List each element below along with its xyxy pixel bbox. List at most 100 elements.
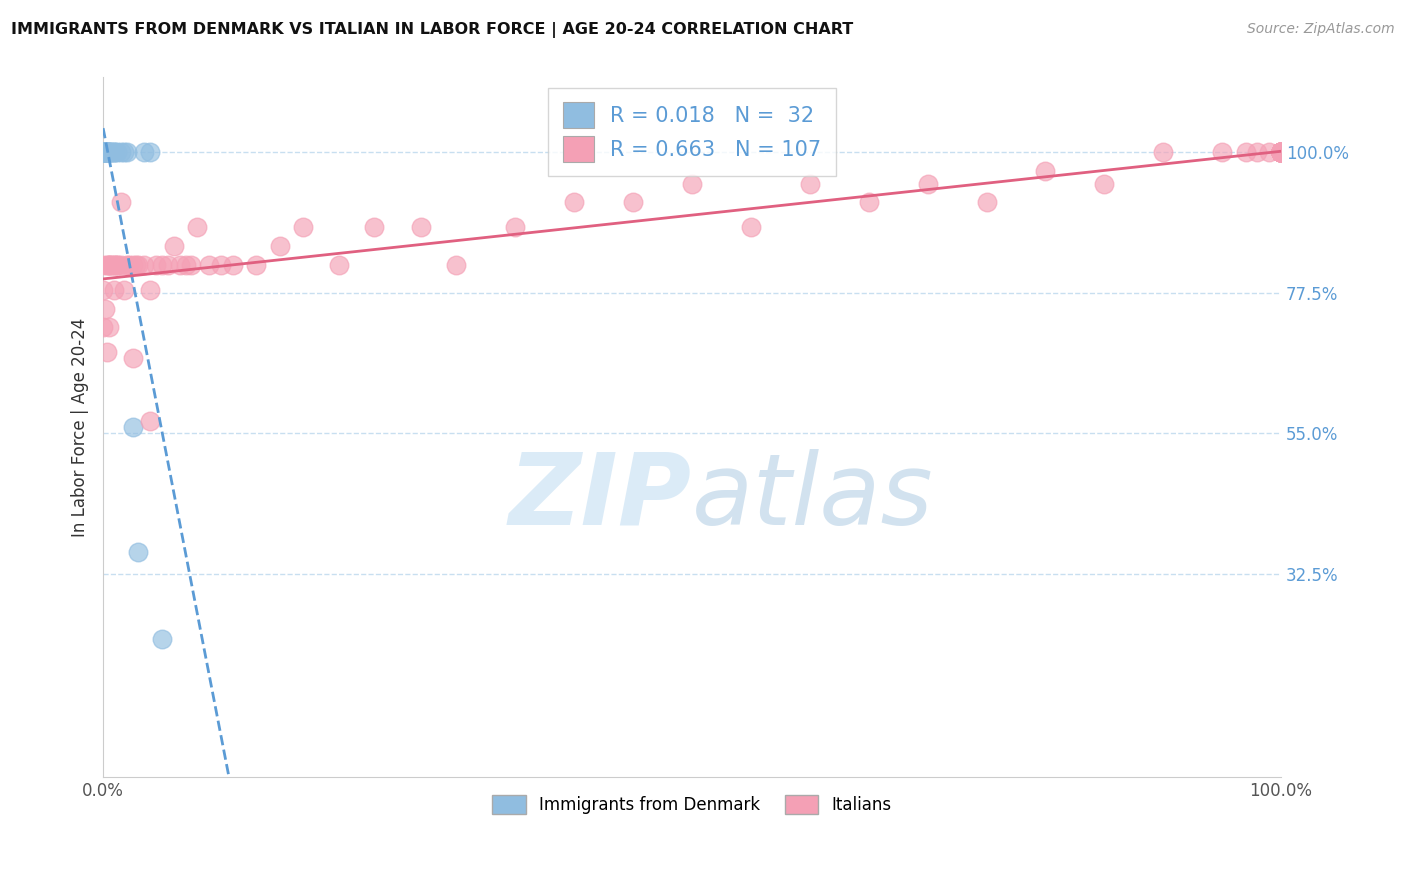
Point: [127, 545, 149, 559]
Point: [93, 145, 115, 160]
Point: [1270, 145, 1292, 160]
Point: [1246, 145, 1268, 160]
Point: [93, 145, 115, 160]
Point: [1270, 145, 1292, 160]
Point: [1270, 145, 1292, 160]
Point: [1270, 145, 1292, 160]
Point: [740, 220, 762, 235]
Point: [91, 320, 114, 334]
Point: [118, 258, 141, 272]
Point: [1270, 145, 1292, 160]
Point: [150, 632, 173, 647]
Point: [91, 145, 114, 160]
Point: [110, 258, 132, 272]
Point: [1270, 145, 1292, 160]
Point: [1270, 145, 1292, 160]
Point: [98, 320, 121, 334]
Point: [1270, 145, 1292, 160]
Point: [93, 145, 115, 160]
Point: [98, 258, 121, 272]
Point: [91, 145, 114, 160]
Point: [245, 258, 267, 272]
Point: [1270, 145, 1292, 160]
Point: [97, 145, 120, 160]
Point: [91, 145, 114, 160]
Point: [96, 345, 118, 359]
Y-axis label: In Labor Force | Age 20-24: In Labor Force | Age 20-24: [72, 318, 89, 537]
Point: [562, 195, 585, 210]
Point: [1270, 145, 1292, 160]
Point: [98, 145, 121, 160]
Point: [1270, 145, 1292, 160]
Point: [269, 239, 291, 253]
Point: [112, 283, 135, 297]
Point: [104, 145, 127, 160]
Point: [112, 145, 135, 160]
Point: [110, 195, 132, 210]
Point: [98, 145, 121, 160]
Point: [105, 145, 128, 160]
Point: [121, 420, 143, 434]
Point: [681, 177, 703, 191]
Point: [858, 195, 880, 210]
Point: [105, 258, 128, 272]
Point: [446, 258, 468, 272]
Point: [1270, 145, 1292, 160]
Point: [107, 258, 129, 272]
Point: [1270, 145, 1292, 160]
Point: [1270, 145, 1292, 160]
Point: [97, 258, 120, 272]
Point: [96, 258, 118, 272]
Point: [1270, 145, 1292, 160]
Point: [93, 145, 115, 160]
Point: [917, 177, 939, 191]
Point: [1258, 145, 1281, 160]
Point: [1270, 145, 1292, 160]
Point: [121, 351, 143, 366]
Point: [1092, 177, 1115, 191]
Point: [1234, 145, 1257, 160]
Point: [101, 145, 124, 160]
Point: [96, 145, 118, 160]
Point: [145, 258, 167, 272]
Point: [1270, 145, 1292, 160]
Point: [1270, 145, 1292, 160]
Point: [1270, 145, 1292, 160]
Point: [1270, 145, 1292, 160]
Point: [100, 258, 122, 272]
Point: [1270, 145, 1292, 160]
Point: [505, 220, 527, 235]
Point: [127, 258, 149, 272]
Point: [1270, 145, 1292, 160]
Point: [104, 258, 127, 272]
Point: [1270, 145, 1292, 160]
Point: [411, 220, 433, 235]
Point: [174, 258, 197, 272]
Point: [134, 145, 156, 160]
Point: [976, 195, 998, 210]
Point: [1152, 145, 1174, 160]
Point: [103, 283, 125, 297]
Point: [1270, 145, 1292, 160]
Point: [1270, 145, 1292, 160]
Text: atlas: atlas: [692, 449, 934, 546]
Point: [94, 145, 117, 160]
Point: [1270, 145, 1292, 160]
Point: [139, 145, 162, 160]
Point: [91, 145, 114, 160]
Point: [125, 258, 148, 272]
Point: [1211, 145, 1233, 160]
Point: [134, 258, 156, 272]
Legend: Immigrants from Denmark, Italians: Immigrants from Denmark, Italians: [482, 785, 901, 824]
Point: [110, 145, 132, 160]
Point: [198, 258, 221, 272]
Point: [328, 258, 350, 272]
Point: [103, 145, 125, 160]
Point: [91, 283, 114, 297]
Point: [180, 258, 202, 272]
Point: [1270, 145, 1292, 160]
Point: [91, 145, 114, 160]
Point: [1270, 145, 1292, 160]
Point: [1270, 145, 1292, 160]
Point: [221, 258, 243, 272]
